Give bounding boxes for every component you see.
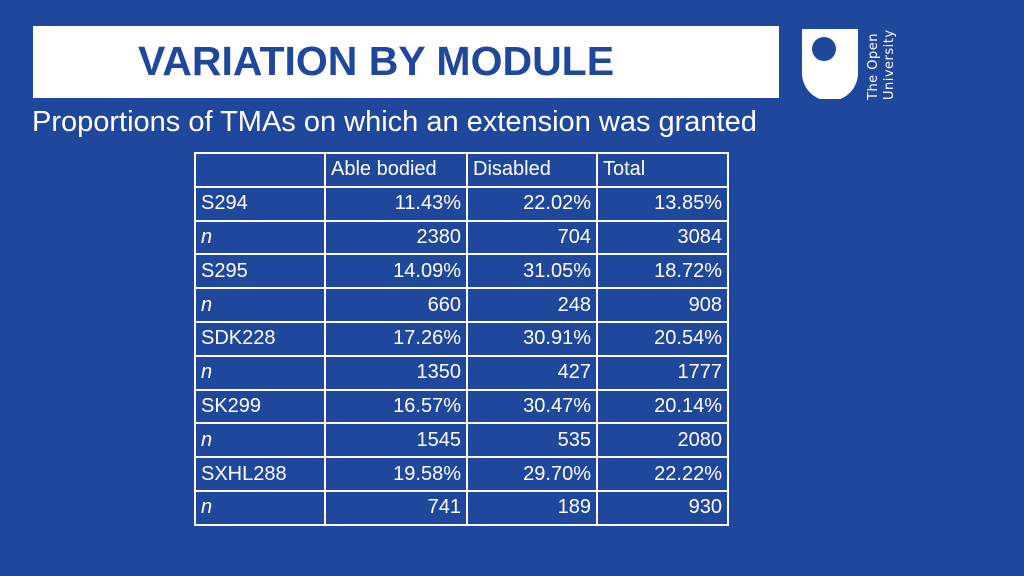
table-cell: 1350 [324, 354, 468, 391]
row-label-cell: SDK228 [194, 320, 326, 357]
row-label-cell: S294 [194, 185, 326, 222]
logo-text-line-2: University [882, 29, 897, 100]
table-cell: 908 [596, 287, 729, 323]
table-cell: 1545 [324, 422, 468, 459]
table-cell: 248 [466, 287, 598, 323]
table-cell: 741 [324, 489, 468, 526]
table-cell: 427 [466, 354, 598, 391]
row-label-cell: n [194, 287, 326, 323]
row-label-cell: SXHL288 [194, 456, 326, 492]
table-cell: 1777 [596, 354, 729, 391]
table-cell: 22.02% [466, 185, 598, 222]
logo-text: The Open University [866, 29, 898, 100]
table-cell: 17.26% [324, 320, 468, 357]
table-cell: 31.05% [466, 253, 598, 290]
table-row: S294 11.43% 22.02% 13.85% [194, 185, 729, 222]
logo-text-line-1: The Open [866, 32, 881, 100]
slide-subtitle: Proportions of TMAs on which an extensio… [32, 106, 757, 138]
table-row: S295 14.09% 31.05% 18.72% [194, 253, 729, 290]
table-cell: 22.22% [596, 456, 729, 492]
table-cell: 3084 [596, 219, 729, 256]
table-cell: 30.91% [466, 320, 598, 357]
header-cell-blank [194, 152, 326, 188]
table-cell: 16.57% [324, 388, 468, 425]
row-label-cell: n [194, 354, 326, 391]
table-cell: 14.09% [324, 253, 468, 290]
table-row: n 1350 427 1777 [194, 354, 729, 391]
title-box: VARIATION BY MODULE [33, 26, 779, 98]
table-row: SDK228 17.26% 30.91% 20.54% [194, 320, 729, 357]
table-cell: 30.47% [466, 388, 598, 425]
table-header-row: Able bodied Disabled Total [194, 152, 729, 188]
slide-title: VARIATION BY MODULE [138, 38, 615, 84]
header-cell-able-bodied: Able bodied [324, 152, 468, 188]
table-cell: 930 [596, 489, 729, 526]
table-cell: 2080 [596, 422, 729, 459]
table-row: SXHL288 19.58% 29.70% 22.22% [194, 456, 729, 492]
row-label-cell: S295 [194, 253, 326, 290]
header-cell-total: Total [596, 152, 729, 188]
table-cell: 2380 [324, 219, 468, 256]
table-cell: 20.54% [596, 320, 729, 357]
table-cell: 660 [324, 287, 468, 323]
table-cell: 189 [466, 489, 598, 526]
table-row: n 741 189 930 [194, 489, 729, 526]
table-cell: 29.70% [466, 456, 598, 492]
open-university-shield-icon [802, 29, 858, 99]
row-label-cell: n [194, 422, 326, 459]
table-row: n 1545 535 2080 [194, 422, 729, 459]
extension-table: Able bodied Disabled Total S294 11.43% 22.… [194, 152, 729, 526]
row-label-cell: n [194, 489, 326, 526]
table-row: n 660 248 908 [194, 287, 729, 323]
row-label-cell: SK299 [194, 388, 326, 425]
table-cell: 18.72% [596, 253, 729, 290]
table-cell: 704 [466, 219, 598, 256]
table-cell: 13.85% [596, 185, 729, 222]
open-university-logo: The Open University [800, 24, 912, 104]
header-cell-disabled: Disabled [466, 152, 598, 188]
table-cell: 11.43% [324, 185, 468, 222]
table-cell: 19.58% [324, 456, 468, 492]
table-cell: 20.14% [596, 388, 729, 425]
table-row: n 2380 704 3084 [194, 219, 729, 256]
row-label-cell: n [194, 219, 326, 256]
table-row: SK299 16.57% 30.47% 20.14% [194, 388, 729, 425]
table-cell: 535 [466, 422, 598, 459]
